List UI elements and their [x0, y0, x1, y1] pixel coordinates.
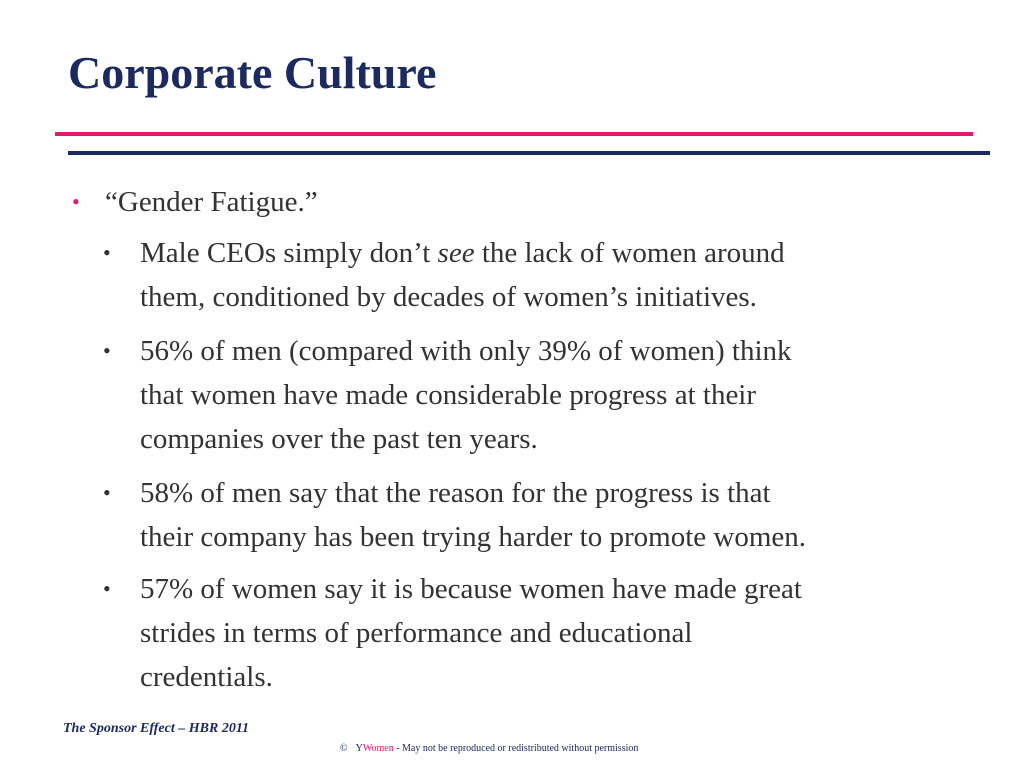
- bullet-level2-marker: •: [103, 240, 111, 265]
- bullet-line: Male CEOs simply don’t see the lack of w…: [140, 231, 1000, 275]
- copyright-symbol: ©: [340, 743, 348, 754]
- bullet-line: 56% of men (compared with only 39% of wo…: [140, 335, 792, 367]
- bullet-line: strides in terms of performance and educ…: [140, 617, 693, 649]
- pink-divider: [55, 132, 973, 136]
- text-run: Male CEOs simply don’t: [140, 237, 438, 269]
- brand-women: Women: [362, 743, 394, 754]
- bullet-level1-text: “Gender Fatigue.”: [105, 186, 318, 218]
- navy-divider: [68, 151, 990, 155]
- bullet-line: them, conditioned by decades of women’s …: [140, 281, 757, 313]
- bullet-level1-marker: •: [72, 189, 80, 214]
- text-run: the lack of women around: [474, 237, 785, 269]
- bullet-level2-marker: •: [103, 576, 111, 601]
- bullet-item-58-percent: 58% of men say that the reason for the p…: [140, 471, 1000, 559]
- slide-title: Corporate Culture: [68, 47, 437, 98]
- bullet-level2-marker: •: [103, 338, 111, 363]
- italic-emphasis: see: [437, 237, 475, 269]
- bullet-line: that women have made considerable progre…: [140, 379, 757, 411]
- bullet-line: 58% of men say that the reason for the p…: [140, 477, 771, 509]
- copyright-notice: - May not be reproduced or redistributed…: [393, 743, 639, 754]
- bullet-item-56-percent: 56% of men (compared with only 39% of wo…: [140, 329, 1000, 461]
- bullet-line: their company has been trying harder to …: [140, 521, 806, 553]
- copyright-footer: © YWomen - May not be reproduced or redis…: [340, 743, 638, 754]
- source-citation: The Sponsor Effect – HBR 2011: [63, 721, 250, 736]
- bullet-level2-marker: •: [103, 480, 111, 505]
- bullet-item-57-percent: 57% of women say it is because women hav…: [140, 567, 1000, 699]
- bullet-line: credentials.: [140, 661, 273, 693]
- brand-y: Y: [355, 743, 363, 754]
- bullet-item-male-ceos: Male CEOs simply don’t see the lack of w…: [140, 231, 1000, 319]
- bullet-line: 57% of women say it is because women hav…: [140, 573, 802, 605]
- bullet-line: companies over the past ten years.: [140, 423, 538, 455]
